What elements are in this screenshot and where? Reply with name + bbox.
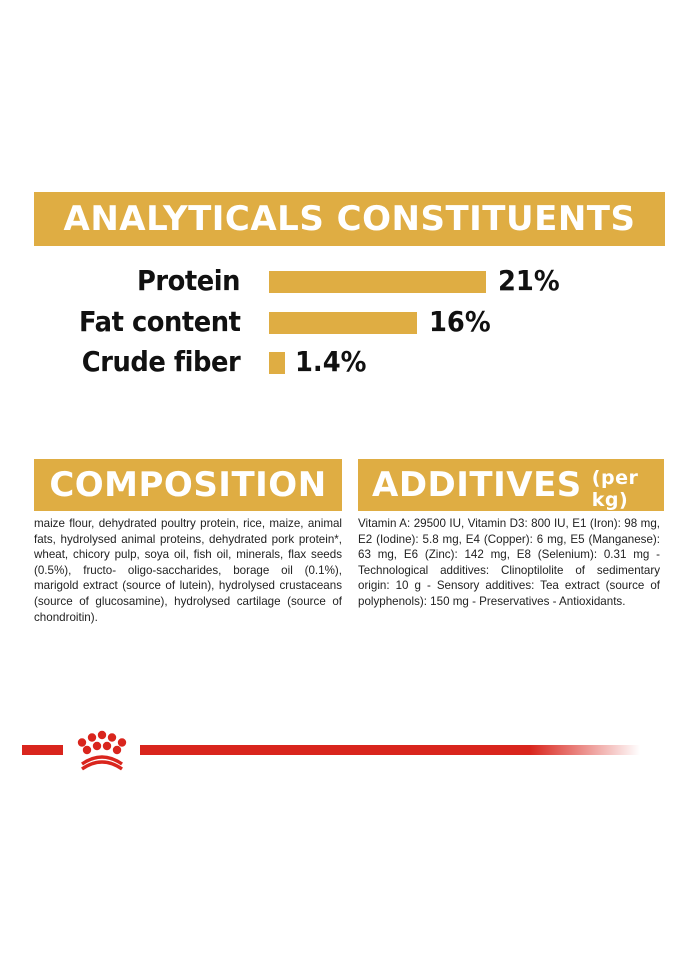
bar-protein <box>269 271 486 293</box>
bar-fiber <box>269 352 285 374</box>
bar-fat <box>269 312 417 334</box>
row-value-protein: 21% <box>498 264 560 297</box>
row-label-fiber: Crude fiber <box>81 345 241 378</box>
row-label-protein: Protein <box>136 264 240 297</box>
brand-line-right <box>140 745 640 755</box>
row-value-fiber: 1.4% <box>295 345 367 378</box>
additives-subtitle: (per kg) <box>591 467 639 511</box>
row-label-fat: Fat content <box>78 305 241 338</box>
composition-text: maize flour, dehydrated poultry protein,… <box>34 517 342 624</box>
crown-icon <box>77 730 127 771</box>
analytics-header: ANALYTICALS CONSTITUENTS <box>34 192 665 246</box>
composition-header: COMPOSITION <box>34 459 342 511</box>
analytics-title: ANALYTICALS CONSTITUENTS <box>63 199 636 239</box>
brand-line-left <box>22 745 63 755</box>
composition-title: COMPOSITION <box>49 465 327 505</box>
additives-text: Vitamin A: 29500 IU, Vitamin D3: 800 IU,… <box>358 517 660 608</box>
additives-header: ADDITIVES (per kg) <box>358 459 664 511</box>
additives-title: ADDITIVES <box>372 465 582 505</box>
row-value-fat: 16% <box>429 305 491 338</box>
